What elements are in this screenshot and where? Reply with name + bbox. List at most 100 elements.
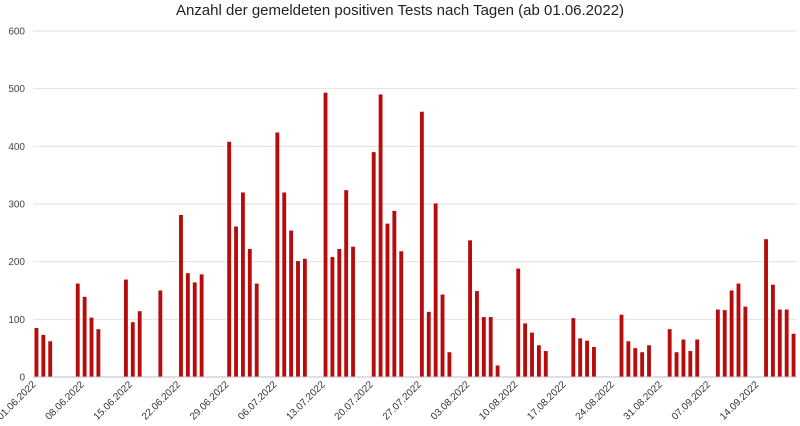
bar	[784, 309, 789, 377]
x-tick-label: 27.07.2022	[381, 379, 424, 422]
bar	[234, 226, 238, 377]
bar	[241, 192, 245, 377]
x-tick-label: 31.08.2022	[622, 379, 665, 422]
bar	[179, 214, 183, 377]
x-tick-label: 22.06.2022	[140, 379, 183, 422]
bar	[392, 210, 397, 377]
bar	[137, 311, 142, 377]
gridlines	[33, 30, 797, 320]
x-tick-label: 13.07.2022	[284, 379, 327, 422]
bar	[185, 273, 190, 377]
bar	[192, 282, 197, 377]
x-tick-label: 17.08.2022	[525, 379, 568, 422]
bar	[770, 284, 775, 377]
x-tick-label: 10.08.2022	[477, 379, 520, 422]
bar	[736, 283, 741, 377]
bar	[399, 251, 404, 377]
bar	[729, 290, 734, 377]
bar	[681, 339, 686, 377]
bar	[536, 345, 541, 377]
x-tick-label: 24.08.2022	[574, 379, 617, 422]
y-tick-label: 600	[8, 27, 25, 38]
y-tick-label: 300	[8, 200, 25, 211]
bar	[688, 351, 693, 377]
bar	[722, 310, 727, 377]
bar	[296, 261, 300, 377]
bar	[495, 365, 500, 377]
bar	[516, 268, 521, 377]
bar	[791, 333, 796, 377]
bar	[385, 223, 390, 377]
bar	[34, 327, 39, 377]
y-tick-label: 0	[19, 373, 25, 384]
bar	[633, 348, 638, 377]
bar	[777, 309, 782, 377]
y-tick-label: 500	[8, 84, 25, 95]
bar	[227, 141, 232, 377]
bar	[302, 258, 307, 377]
bar	[433, 203, 438, 377]
y-tick-label: 100	[8, 315, 25, 326]
x-tick-label: 06.07.2022	[236, 379, 279, 422]
bar	[275, 132, 280, 377]
x-axis-ticks: 01.06.2022 08.06.2022 15.06.2022 22.06.2022…	[0, 379, 762, 422]
bar	[571, 318, 576, 377]
x-tick-label: 03.08.2022	[429, 379, 472, 422]
bar	[371, 152, 376, 377]
bar	[523, 323, 528, 377]
x-tick-label: 15.06.2022	[92, 379, 135, 422]
bar	[640, 352, 645, 377]
bar	[481, 317, 486, 377]
x-tick-label: 14.09.2022	[718, 379, 761, 422]
bar	[289, 230, 294, 377]
bar	[254, 283, 259, 377]
bar	[344, 190, 349, 377]
x-tick-label: 07.09.2022	[670, 379, 713, 422]
y-tick-label: 400	[8, 142, 25, 153]
bar	[130, 322, 135, 377]
bar	[378, 94, 383, 377]
bar	[667, 329, 672, 377]
x-tick-label: 20.07.2022	[333, 379, 376, 422]
bar	[41, 334, 46, 377]
bar	[619, 314, 624, 377]
bar	[123, 279, 128, 377]
bar	[695, 339, 700, 377]
bar	[96, 329, 101, 377]
bar	[578, 338, 583, 377]
bar	[323, 92, 328, 377]
bar	[592, 347, 596, 377]
bar	[75, 283, 80, 377]
bar	[475, 291, 479, 377]
x-tick-label: 01.06.2022	[0, 379, 39, 422]
bar	[89, 317, 94, 377]
bar	[426, 311, 431, 377]
chart-title: Anzahl der gemeldeten positiven Tests na…	[175, 2, 625, 19]
bar	[647, 345, 651, 377]
bar	[715, 309, 720, 377]
bar	[674, 352, 679, 377]
bar	[543, 351, 548, 377]
bar	[351, 246, 355, 377]
bar	[468, 240, 472, 377]
bar	[488, 317, 493, 377]
y-axis-ticks: 0 100 200 300 400 500 600	[8, 27, 25, 384]
bar	[585, 340, 589, 377]
bars	[34, 92, 796, 377]
bar	[337, 248, 342, 377]
bar	[282, 192, 287, 377]
bar	[440, 294, 445, 377]
bar	[199, 274, 204, 377]
x-tick-label: 29.06.2022	[188, 379, 231, 422]
bar	[530, 332, 534, 377]
bar	[82, 296, 87, 377]
bar	[419, 111, 424, 377]
bar	[626, 341, 631, 377]
y-tick-label: 200	[8, 257, 25, 268]
bar	[743, 306, 748, 377]
bar	[247, 248, 252, 377]
bar	[330, 257, 335, 377]
x-tick-label: 08.06.2022	[44, 379, 87, 422]
bar	[447, 352, 452, 377]
